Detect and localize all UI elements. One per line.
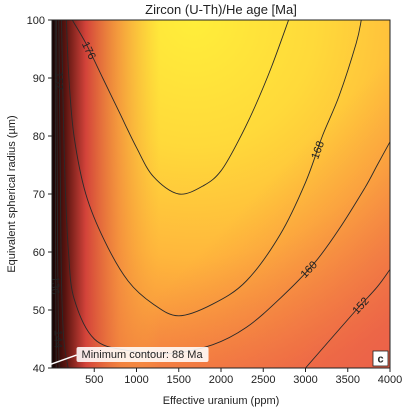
y-tick-label: 40 [33, 363, 45, 375]
contour-label-152: 152 [52, 72, 64, 90]
contour-label-text: 168 [309, 140, 327, 161]
y-axis-label: Equivalent spherical radius (µm) [6, 115, 18, 272]
contour-line-136 [54, 20, 57, 368]
x-tick-label: 2000 [209, 374, 233, 386]
panel-letter-text: c [377, 354, 383, 366]
x-tick-label: 3000 [293, 374, 317, 386]
contour-label-text: 144 [51, 330, 63, 349]
x-axis: 500 1000 1500 2000 2500 3000 3500 4000 [85, 368, 402, 386]
minimum-contour-callout: Minimum contour: 88 Ma [76, 347, 209, 363]
panel-letter: c [372, 350, 389, 367]
y-tick-label: 90 [33, 73, 45, 85]
y-tick-label: 80 [33, 131, 45, 143]
contour-line-152 [305, 269, 390, 368]
x-tick-label: 1000 [124, 374, 148, 386]
contour-label-136: 136 [49, 276, 61, 294]
contour-line-144 [56, 20, 60, 368]
contour-label-144: 144 [51, 330, 64, 349]
y-tick-label: 70 [33, 189, 45, 201]
x-tick-label: 3500 [336, 374, 360, 386]
contour-label-168: 168 [309, 140, 327, 161]
contour-line-152 [58, 20, 69, 368]
y-tick-label: 50 [33, 305, 45, 317]
x-tick-label: 2500 [251, 374, 275, 386]
contour-label-text: 136 [49, 276, 61, 294]
y-tick-label: 100 [27, 15, 45, 27]
heat-field-left-edge [52, 20, 390, 368]
contour-label-text: 152 [52, 72, 64, 90]
minimum-contour-pointer [48, 354, 77, 366]
x-tick-label: 1500 [167, 374, 191, 386]
x-axis-label: Effective uranium (ppm) [163, 395, 280, 407]
minimum-contour-text: Minimum contour: 88 Ma [82, 349, 204, 361]
x-tick-label: 4000 [378, 374, 402, 386]
annotations: Minimum contour: 88 Ma c [48, 347, 389, 367]
x-tick-label: 500 [85, 374, 103, 386]
contour-line-176 [71, 20, 290, 195]
contour-line-168 [65, 20, 362, 317]
y-tick-label: 60 [33, 247, 45, 259]
y-axis: 40 50 60 70 80 90 100 [27, 15, 52, 375]
chart-title: Zircon (U-Th)/He age [Ma] [145, 2, 297, 17]
